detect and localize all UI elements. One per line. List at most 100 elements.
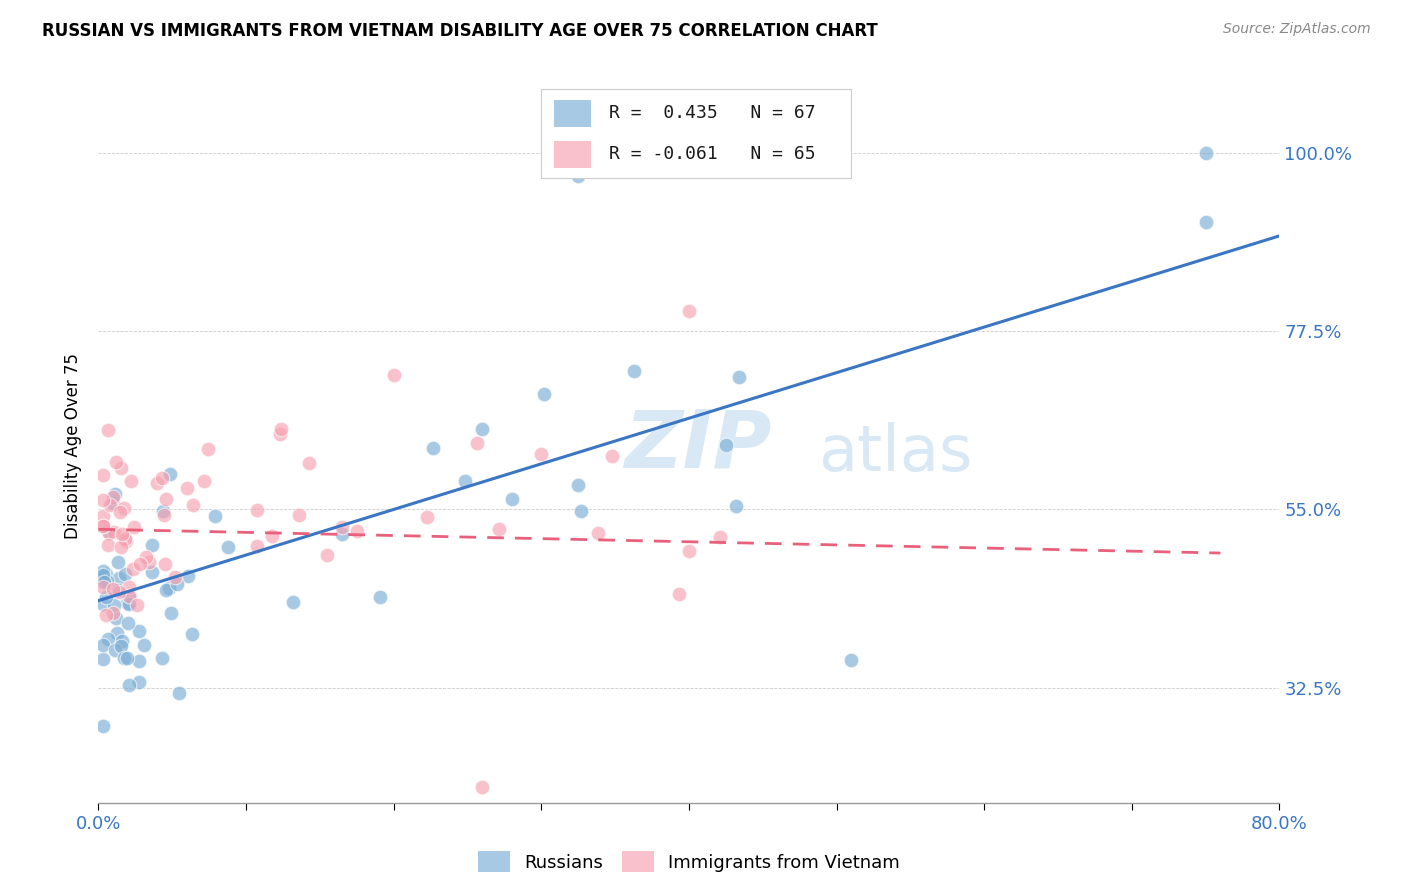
Point	[91, 519, 114, 533]
Point	[112, 651, 135, 665]
Point	[146, 476, 169, 491]
Point	[91, 652, 114, 666]
Point	[368, 591, 391, 605]
Point	[91, 565, 114, 579]
Point	[533, 387, 555, 401]
Point	[841, 653, 863, 667]
Point	[567, 478, 589, 492]
Point	[93, 575, 115, 590]
Point	[181, 498, 204, 512]
Point	[110, 540, 132, 554]
Point	[115, 596, 138, 610]
Point	[101, 490, 124, 504]
Point	[105, 611, 128, 625]
Point	[167, 686, 190, 700]
Point	[501, 491, 523, 506]
Point	[91, 518, 114, 533]
Point	[678, 544, 700, 558]
Point	[138, 555, 160, 569]
Point	[269, 427, 291, 442]
Point	[471, 422, 494, 436]
Point	[105, 626, 128, 640]
Point	[270, 422, 292, 436]
Point	[101, 496, 124, 510]
Point	[107, 555, 129, 569]
Point	[91, 508, 114, 523]
Point	[118, 589, 141, 603]
Point	[96, 608, 118, 623]
Point	[141, 538, 163, 552]
Point	[120, 474, 142, 488]
Point	[128, 654, 150, 668]
Point	[114, 533, 136, 547]
Point	[467, 436, 489, 450]
Point	[159, 467, 181, 481]
Point	[91, 719, 114, 733]
Point	[709, 530, 731, 544]
Point	[159, 581, 181, 595]
Point	[118, 591, 141, 605]
Point	[155, 582, 177, 597]
Point	[135, 549, 157, 564]
Point	[91, 580, 114, 594]
Point	[197, 442, 219, 457]
Point	[177, 568, 200, 582]
Point	[246, 539, 269, 553]
Point	[246, 503, 269, 517]
Point	[155, 492, 177, 507]
Point	[152, 470, 174, 484]
Point	[91, 568, 114, 582]
Point	[127, 598, 149, 612]
Point	[204, 509, 226, 524]
Point	[122, 520, 145, 534]
Point	[153, 557, 176, 571]
Point	[97, 632, 120, 646]
Point	[114, 534, 136, 549]
Point	[287, 508, 309, 522]
Text: ZIP: ZIP	[624, 407, 772, 485]
Point	[586, 526, 609, 541]
Point	[141, 566, 163, 580]
Point	[114, 567, 136, 582]
Text: R =  0.435   N = 67: R = 0.435 N = 67	[609, 104, 815, 122]
Point	[193, 475, 215, 489]
Point	[165, 570, 187, 584]
Point	[153, 508, 176, 522]
Point	[567, 169, 589, 184]
Point	[110, 460, 132, 475]
Point	[91, 492, 114, 507]
Point	[569, 503, 592, 517]
Point	[159, 606, 181, 620]
Point	[107, 583, 129, 598]
Point	[416, 510, 439, 524]
Point	[122, 562, 145, 576]
Point	[91, 638, 114, 652]
Point	[714, 438, 737, 452]
Point	[260, 529, 283, 543]
Point	[152, 504, 174, 518]
Point	[600, 449, 623, 463]
Point	[118, 580, 141, 594]
Point	[96, 566, 118, 581]
Point	[108, 584, 131, 599]
Text: R = -0.061   N = 65: R = -0.061 N = 65	[609, 145, 815, 163]
Point	[346, 524, 368, 539]
Point	[422, 441, 444, 455]
Text: Source: ZipAtlas.com: Source: ZipAtlas.com	[1223, 22, 1371, 37]
Point	[101, 607, 124, 621]
Point	[112, 500, 135, 515]
Point	[110, 639, 132, 653]
Legend: Russians, Immigrants from Vietnam: Russians, Immigrants from Vietnam	[471, 844, 907, 880]
Point	[101, 582, 124, 596]
Point	[104, 487, 127, 501]
Point	[129, 557, 152, 571]
Point	[453, 474, 475, 488]
Text: RUSSIAN VS IMMIGRANTS FROM VIETNAM DISABILITY AGE OVER 75 CORRELATION CHART: RUSSIAN VS IMMIGRANTS FROM VIETNAM DISAB…	[42, 22, 877, 40]
Point	[128, 674, 150, 689]
Y-axis label: Disability Age Over 75: Disability Age Over 75	[65, 353, 83, 539]
Point	[728, 370, 751, 384]
Point	[315, 548, 337, 562]
Point	[678, 304, 700, 318]
Point	[103, 598, 125, 612]
Point	[115, 651, 138, 665]
